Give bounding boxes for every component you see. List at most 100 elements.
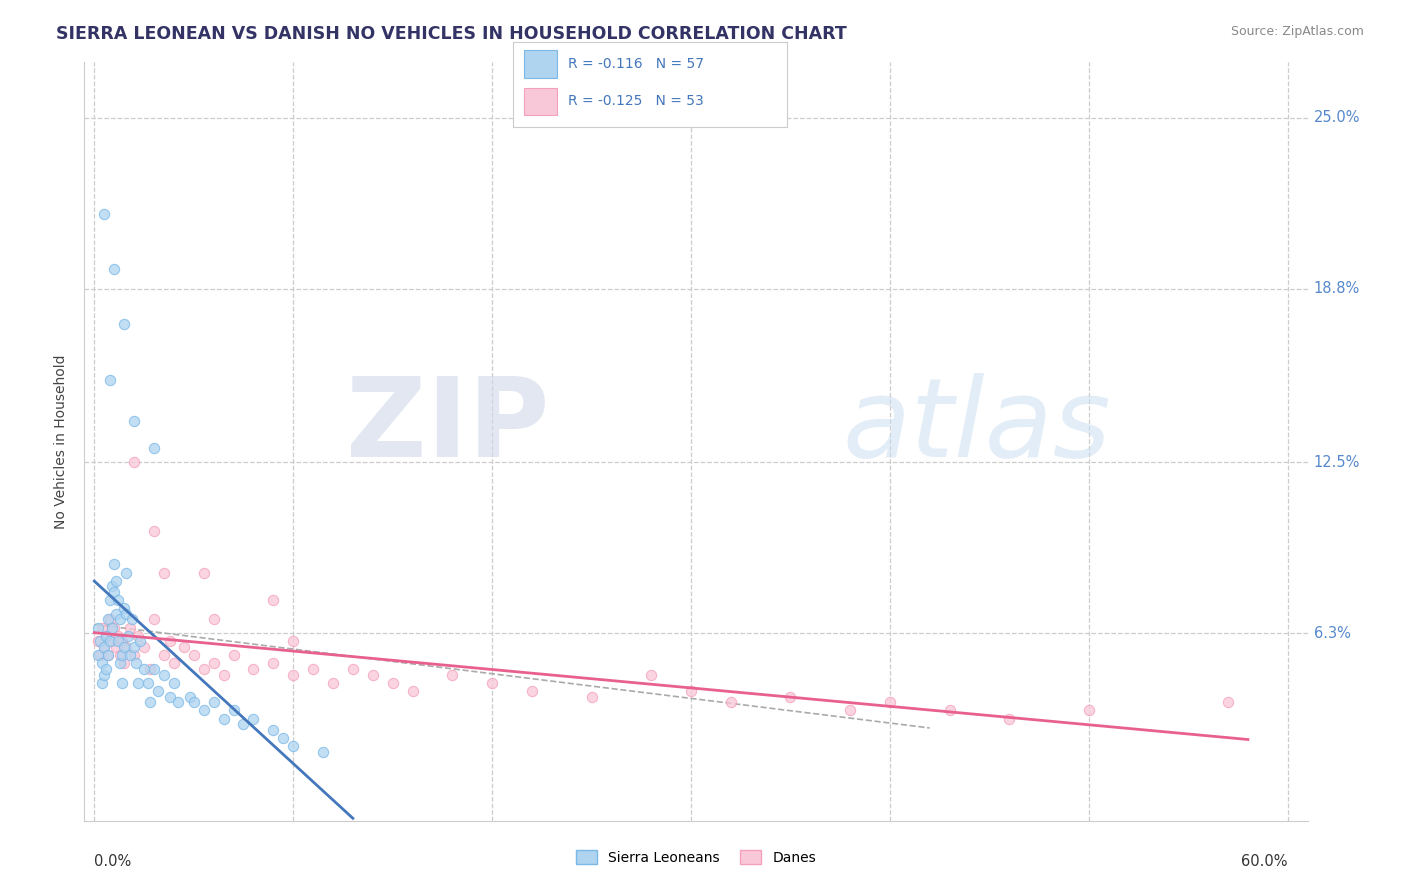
Point	[242, 712, 264, 726]
Point	[91, 621, 114, 635]
Text: Source: ZipAtlas.com: Source: ZipAtlas.com	[1230, 25, 1364, 38]
Point	[520, 684, 543, 698]
Text: ZIP: ZIP	[346, 373, 550, 480]
Point	[125, 657, 148, 671]
Point	[97, 648, 120, 663]
Point	[120, 621, 142, 635]
Point	[481, 675, 503, 690]
Point	[679, 684, 702, 698]
Point	[212, 667, 235, 681]
Point	[103, 558, 125, 572]
Point	[122, 414, 145, 428]
Point	[115, 566, 138, 580]
Point	[938, 703, 960, 717]
Point	[107, 634, 129, 648]
Point	[89, 634, 111, 648]
Point	[112, 318, 135, 332]
Point	[115, 640, 138, 654]
Point	[93, 640, 115, 654]
Point	[242, 662, 264, 676]
Point	[232, 717, 254, 731]
Point	[108, 648, 131, 663]
Point	[91, 657, 114, 671]
Point	[159, 690, 181, 704]
Point	[107, 629, 129, 643]
Point	[183, 648, 205, 663]
Bar	[524, 50, 557, 78]
Text: atlas: atlas	[842, 373, 1111, 480]
Point	[136, 675, 159, 690]
Point	[166, 695, 188, 709]
Point	[139, 695, 162, 709]
Point	[283, 667, 305, 681]
Point	[98, 634, 121, 648]
Point	[105, 607, 128, 621]
Point	[163, 675, 186, 690]
Point	[105, 640, 128, 654]
Point	[222, 703, 245, 717]
Point	[96, 629, 118, 643]
Point	[111, 648, 134, 663]
Point	[381, 675, 404, 690]
Point	[159, 634, 181, 648]
Point	[97, 612, 120, 626]
Point	[120, 648, 142, 663]
Point	[283, 739, 305, 754]
Point	[312, 745, 335, 759]
Point	[108, 612, 131, 626]
Point	[173, 640, 195, 654]
Text: 18.8%: 18.8%	[1313, 281, 1360, 296]
Point	[98, 612, 121, 626]
Point	[361, 667, 384, 681]
Point	[108, 657, 131, 671]
Point	[87, 634, 110, 648]
Text: R = -0.125   N = 53: R = -0.125 N = 53	[568, 95, 704, 108]
Point	[441, 667, 464, 681]
Point	[112, 640, 135, 654]
Point	[302, 662, 325, 676]
Point	[87, 621, 110, 635]
Point	[146, 684, 169, 698]
Point	[132, 640, 155, 654]
Point	[127, 629, 149, 643]
Point	[262, 657, 284, 671]
Point	[93, 207, 115, 221]
Point	[179, 690, 201, 704]
Point	[87, 648, 110, 663]
Point	[127, 675, 149, 690]
Point	[283, 634, 305, 648]
Point	[153, 566, 176, 580]
Point	[101, 621, 124, 635]
Point	[640, 667, 662, 681]
Point	[103, 584, 125, 599]
Text: 6.3%: 6.3%	[1313, 625, 1350, 640]
Point	[779, 690, 801, 704]
Point	[839, 703, 862, 717]
Point	[581, 690, 603, 704]
Point	[342, 662, 364, 676]
Point	[998, 712, 1021, 726]
Point	[271, 731, 294, 745]
Point	[193, 703, 215, 717]
Point	[222, 648, 245, 663]
Point	[153, 667, 176, 681]
Point	[1216, 695, 1239, 709]
Point	[212, 712, 235, 726]
Point	[103, 621, 125, 635]
Point	[322, 675, 344, 690]
Text: SIERRA LEONEAN VS DANISH NO VEHICLES IN HOUSEHOLD CORRELATION CHART: SIERRA LEONEAN VS DANISH NO VEHICLES IN …	[56, 25, 846, 43]
Point	[111, 675, 134, 690]
Point	[93, 640, 115, 654]
Point	[98, 593, 121, 607]
Point	[91, 675, 114, 690]
Point	[111, 634, 134, 648]
Point	[193, 662, 215, 676]
Point	[143, 442, 166, 456]
Point	[112, 657, 135, 671]
Point	[153, 648, 176, 663]
Point	[143, 662, 166, 676]
Point	[129, 634, 152, 648]
Point	[143, 612, 166, 626]
Point	[112, 601, 135, 615]
Point	[122, 455, 145, 469]
